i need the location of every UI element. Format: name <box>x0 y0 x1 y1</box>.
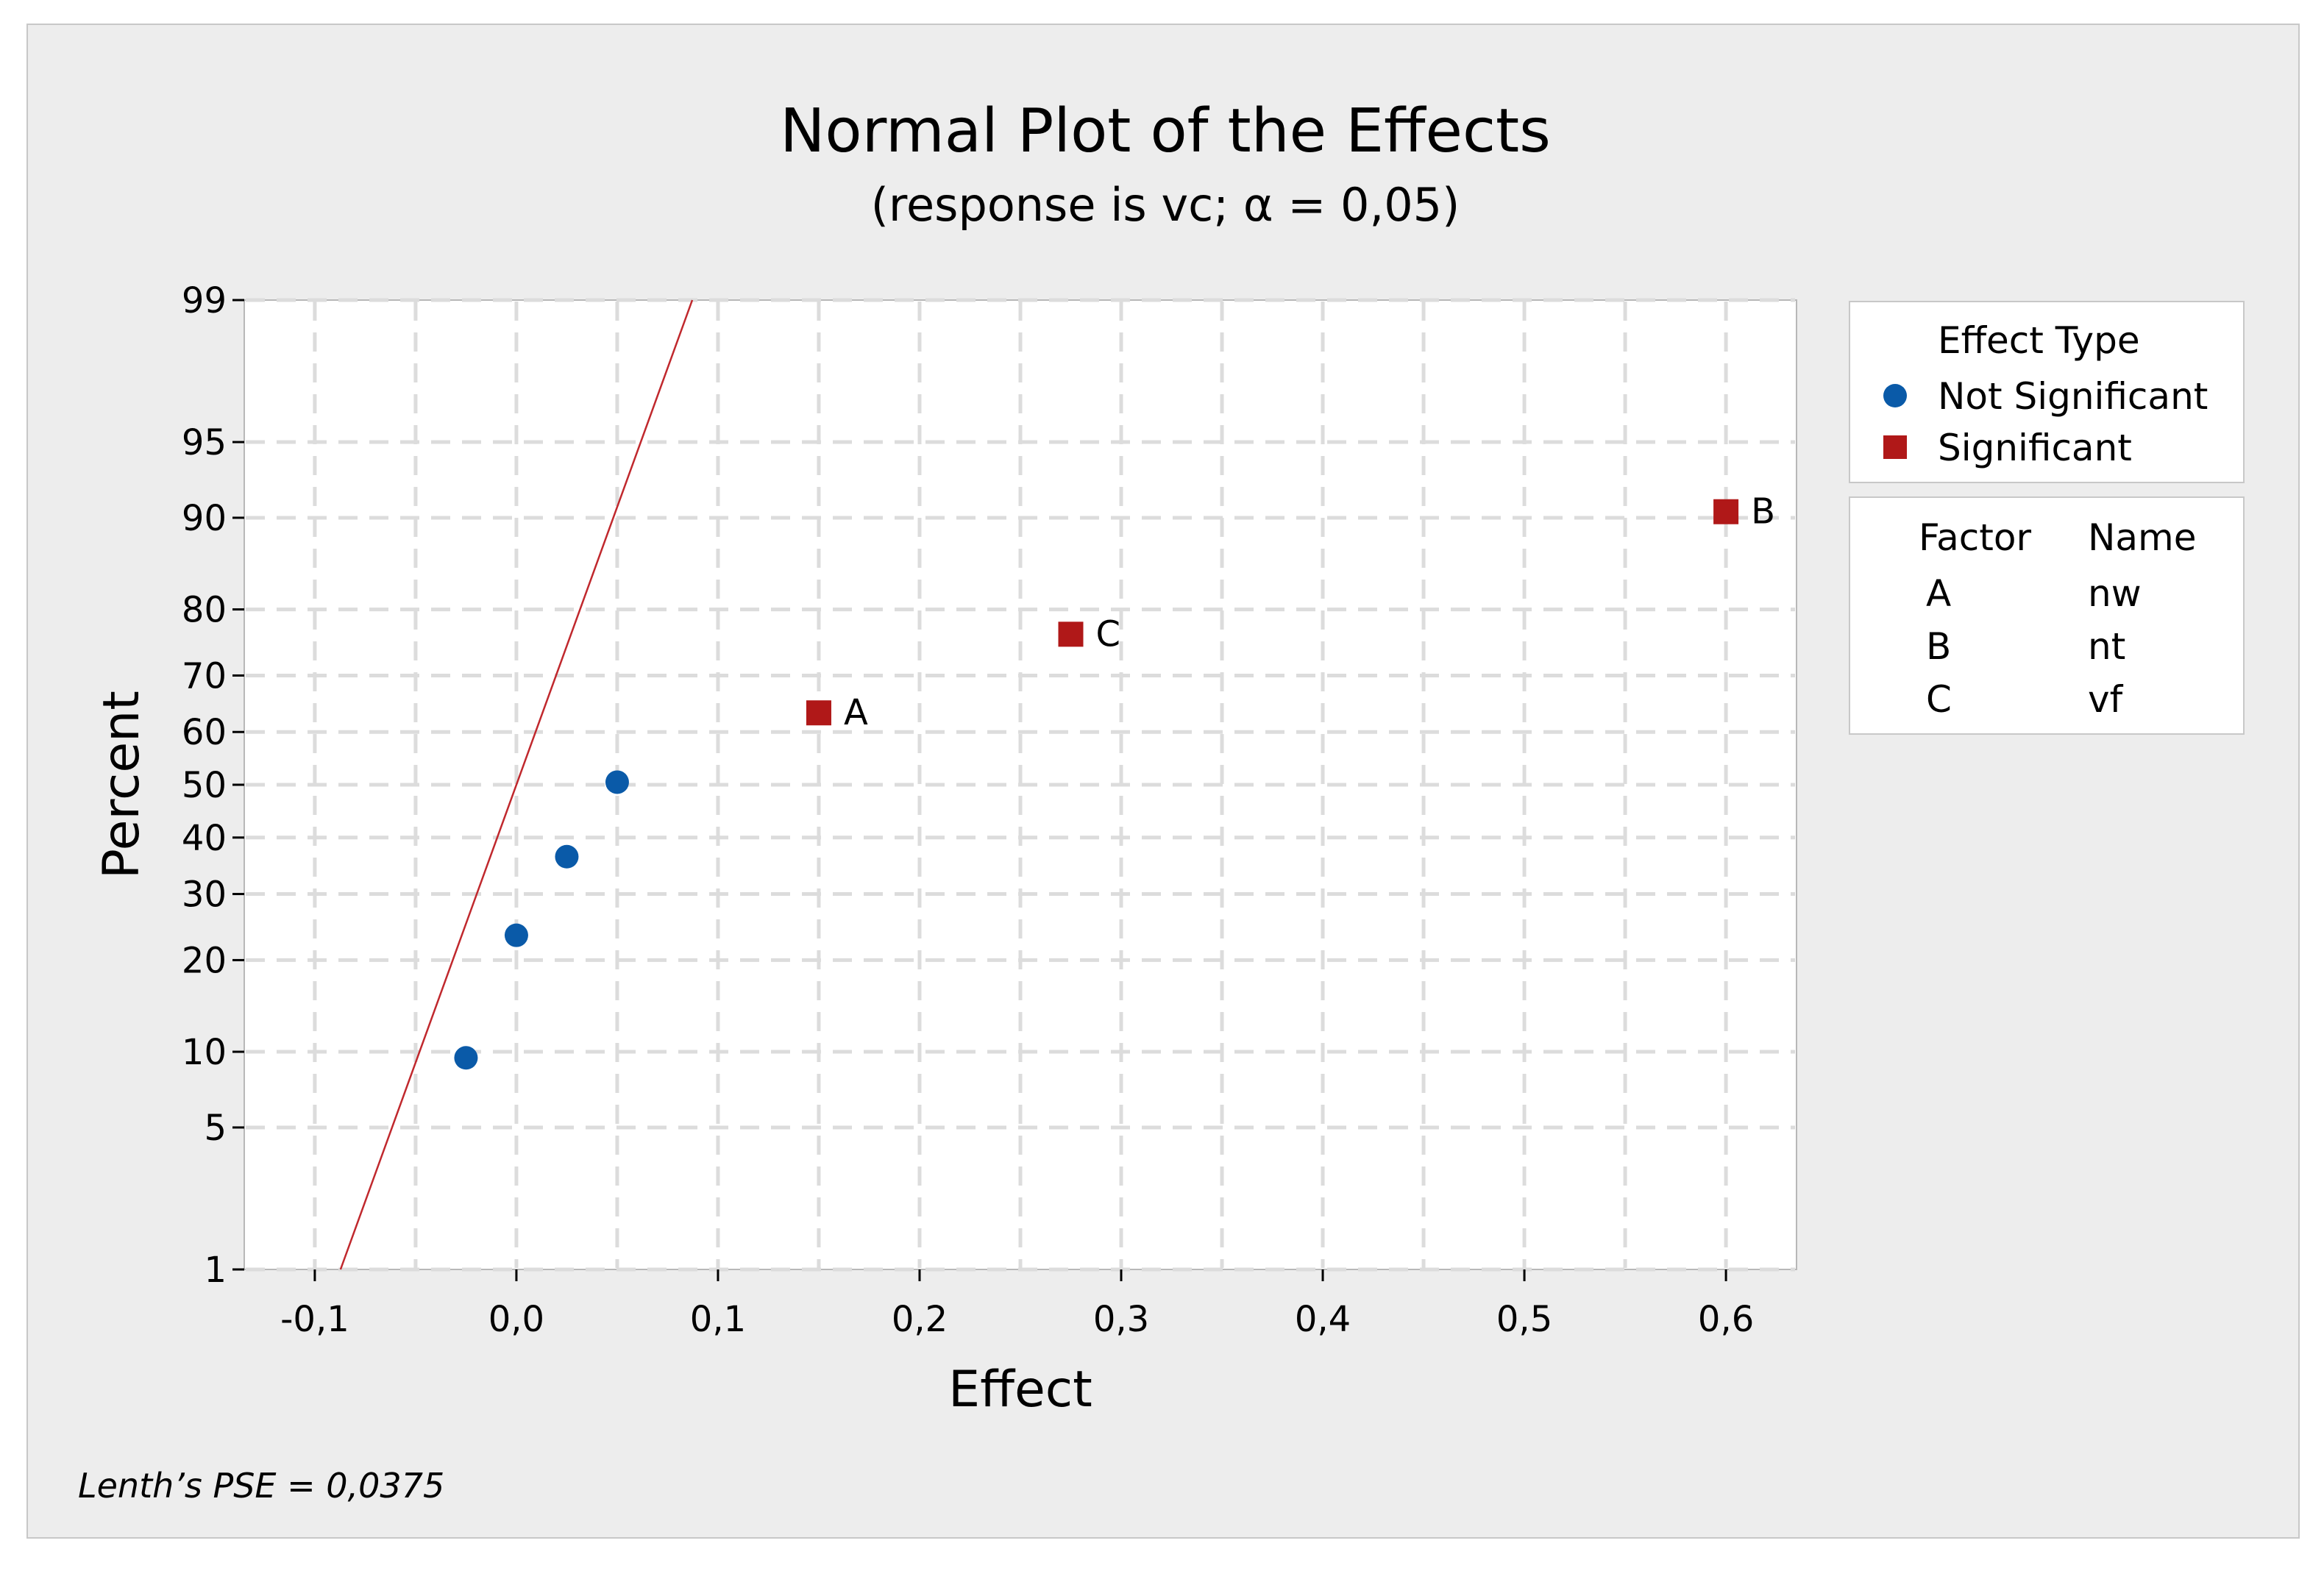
x-tick-label: 0,0 <box>488 1299 544 1340</box>
data-points: A C B <box>454 491 1775 1070</box>
y-tick-label: 90 <box>182 498 227 539</box>
legend-square-marker <box>1883 435 1907 459</box>
factor-table-header-name: Name <box>2088 516 2197 559</box>
y-tick-label: 70 <box>182 655 227 697</box>
y-tick-label: 5 <box>204 1108 227 1149</box>
factor-table-cell: nw <box>2088 572 2142 615</box>
y-tick-label: 1 <box>204 1250 227 1291</box>
factor-table-cell: C <box>1926 678 1952 721</box>
legend-circle-marker <box>1883 384 1907 407</box>
y-tick-label: 60 <box>182 712 227 753</box>
effect-point-significant <box>1713 499 1739 524</box>
reference-line <box>339 299 694 1270</box>
y-tick-label: 30 <box>182 874 227 916</box>
point-label: B <box>1751 491 1775 532</box>
factor-table-cell: nt <box>2088 625 2125 668</box>
y-tick-label: 99 <box>182 280 227 321</box>
factor-table-cell: vf <box>2088 678 2124 721</box>
legend-entry-significant: Significant <box>1938 427 2132 469</box>
x-tick-label: 0,4 <box>1295 1299 1351 1340</box>
y-axis-title: Percent <box>93 691 151 879</box>
gridlines <box>246 298 1795 1272</box>
legend-entry-not-significant: Not Significant <box>1938 375 2208 418</box>
x-tick-label: 0,5 <box>1496 1299 1552 1340</box>
y-tick-label: 80 <box>182 590 227 631</box>
factor-table-header-factor: Factor <box>1919 516 2031 559</box>
lenth-pse-footnote: Lenth’s PSE = 0,0375 <box>78 1466 444 1506</box>
x-tick-label: 0,6 <box>1698 1299 1754 1340</box>
x-tick-label: 0,1 <box>690 1299 746 1340</box>
chart-title: Normal Plot of the Effects <box>780 96 1551 166</box>
x-tick-label: 0,3 <box>1093 1299 1149 1340</box>
effect-point-not-significant <box>454 1046 478 1070</box>
chart-subtitle: (response is vc; α = 0,05) <box>871 178 1460 232</box>
effect-point-not-significant <box>555 844 579 869</box>
legend-box <box>1849 301 2245 483</box>
x-tick-label: 0,2 <box>892 1299 948 1340</box>
y-tick-label: 40 <box>182 818 227 859</box>
effect-point-significant <box>806 700 831 726</box>
axes: -0,1 0,0 0,1 0,2 0,3 0,4 0,5 0,6 1 5 10 20 30 40 50 60 7… <box>182 280 1754 1340</box>
x-tick-label: -0,1 <box>280 1299 349 1340</box>
factor-table-box <box>1849 496 2245 735</box>
point-label: A <box>844 692 868 733</box>
y-tick-label: 95 <box>182 422 227 463</box>
factor-table-cell: A <box>1926 572 1951 615</box>
effect-point-significant <box>1058 621 1084 647</box>
reference-line-group <box>339 299 694 1270</box>
y-tick-label: 10 <box>182 1032 227 1073</box>
effect-point-not-significant <box>504 923 528 947</box>
x-axis-title: Effect <box>948 1361 1092 1419</box>
factor-table-cell: B <box>1926 625 1951 668</box>
y-tick-label: 20 <box>182 940 227 981</box>
effect-point-not-significant <box>605 770 629 794</box>
legend-title: Effect Type <box>1938 319 2140 362</box>
point-label: C <box>1096 613 1121 655</box>
y-tick-label: 50 <box>182 765 227 806</box>
